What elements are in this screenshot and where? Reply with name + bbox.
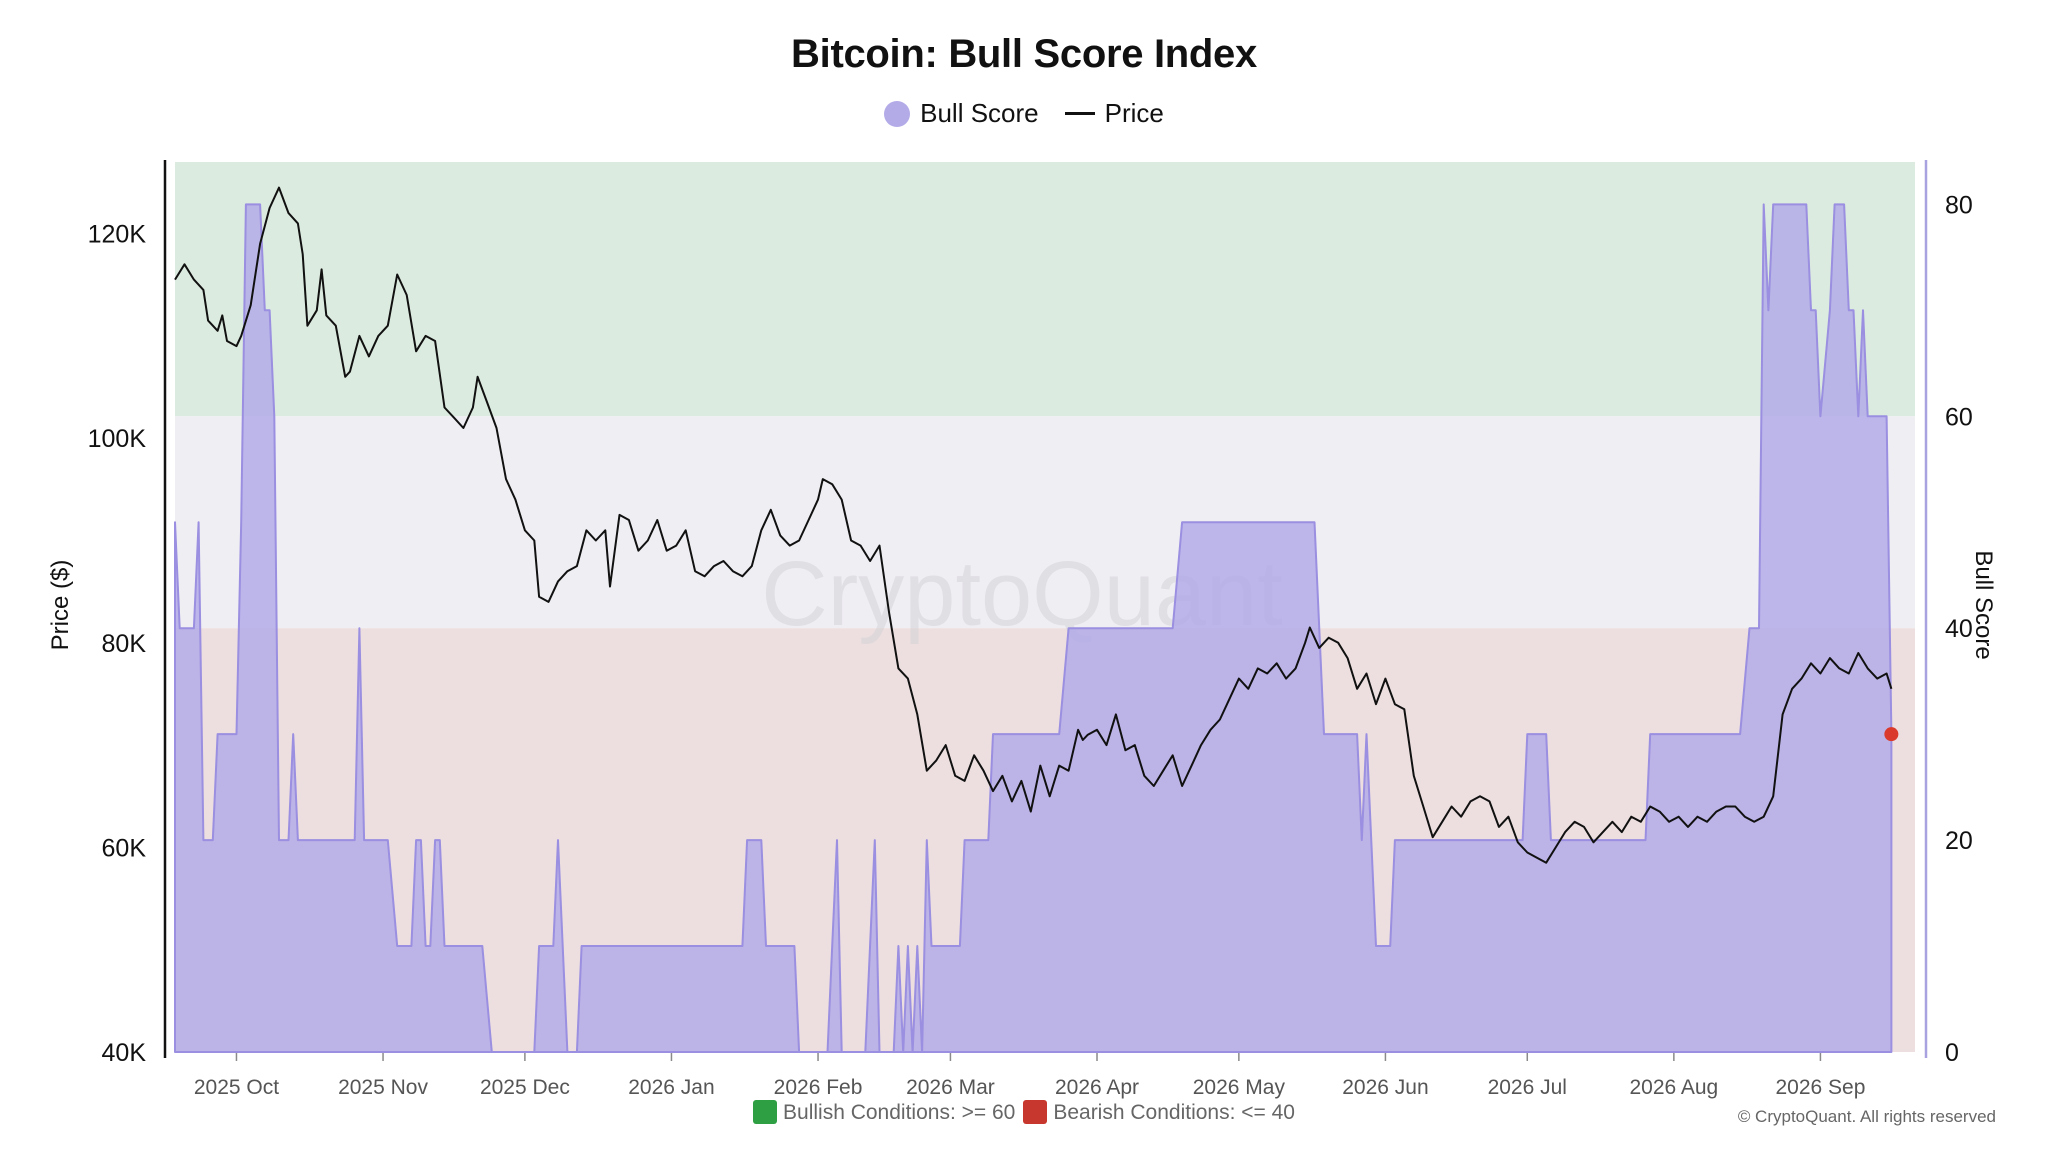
y2-tick-label: 40 bbox=[1945, 615, 1973, 643]
last-value-marker bbox=[1884, 727, 1899, 742]
x-tick-label: 2026 Sep bbox=[1775, 1076, 1865, 1099]
x-tick-label: 2025 Dec bbox=[480, 1076, 570, 1099]
y-tick-label: 60K bbox=[102, 834, 147, 862]
zone-bullish-conditions bbox=[175, 162, 1915, 417]
zone-neutral bbox=[175, 416, 1915, 629]
x-tick-label: 2025 Nov bbox=[338, 1076, 428, 1099]
legend-label-price: Price bbox=[1104, 98, 1164, 128]
legend-item-bull-score[interactable]: Bull Score bbox=[884, 98, 1039, 129]
legend-item-price[interactable]: Price bbox=[1064, 98, 1164, 129]
y2-tick-label: 80 bbox=[1945, 191, 1973, 219]
conditions-legend: Bullish Conditions: >= 60 Bearish Condit… bbox=[0, 1100, 2048, 1125]
bull-score-series bbox=[174, 203, 1893, 1053]
bearish-label: Bearish Conditions: <= 40 bbox=[1053, 1101, 1295, 1124]
y2-tick-label: 20 bbox=[1945, 827, 1973, 855]
x-tick-label: 2026 Jul bbox=[1488, 1076, 1567, 1099]
price-swatch bbox=[1064, 112, 1095, 115]
bearish-note: Bearish Conditions: <= 40 bbox=[1023, 1100, 1295, 1125]
y-tick-label: 120K bbox=[88, 221, 147, 249]
bearish-swatch bbox=[1023, 1100, 1048, 1124]
x-tick-label: 2026 May bbox=[1193, 1076, 1286, 1099]
y-tick-label: 100K bbox=[88, 425, 147, 453]
x-tick-label: 2026 Aug bbox=[1629, 1076, 1718, 1099]
axes: 40K 60K 80K 100K 120K 0 20 40 60 80 2025 Oct 2025 N… bbox=[88, 160, 1973, 1099]
y-axis-label: Price ($) bbox=[47, 560, 74, 651]
price-series bbox=[174, 186, 1899, 864]
x-tick-label: 2025 Oct bbox=[194, 1076, 279, 1099]
y2-tick-label: 0 bbox=[1945, 1039, 1959, 1067]
copyright-notice: © CryptoQuant. All rights reserved bbox=[1737, 1107, 1996, 1126]
bullish-note: Bullish Conditions: >= 60 bbox=[753, 1100, 1015, 1125]
y2-axis-label: Bull Score bbox=[1970, 550, 1997, 659]
x-tick-label: 2026 Jan bbox=[628, 1076, 714, 1099]
x-tick-label: 2026 Apr bbox=[1055, 1076, 1139, 1099]
bullish-swatch bbox=[753, 1100, 778, 1124]
bull-score-swatch bbox=[884, 100, 911, 127]
y2-tick-label: 60 bbox=[1945, 403, 1973, 431]
x-tick-label: 2026 Jun bbox=[1342, 1076, 1428, 1099]
chart-title: Bitcoin: Bull Score Index bbox=[791, 32, 1257, 76]
price-line bbox=[174, 186, 1893, 864]
bullish-label: Bullish Conditions: >= 60 bbox=[783, 1101, 1016, 1124]
bull-score-area bbox=[174, 203, 1893, 1053]
y-tick-label: 40K bbox=[102, 1039, 147, 1067]
chart-legend: Bull Score Price bbox=[0, 98, 2048, 129]
x-tick-label: 2026 Feb bbox=[774, 1076, 863, 1099]
y-tick-label: 80K bbox=[102, 630, 147, 658]
legend-label-bull-score: Bull Score bbox=[920, 98, 1039, 128]
x-tick-label: 2026 Mar bbox=[906, 1076, 995, 1099]
